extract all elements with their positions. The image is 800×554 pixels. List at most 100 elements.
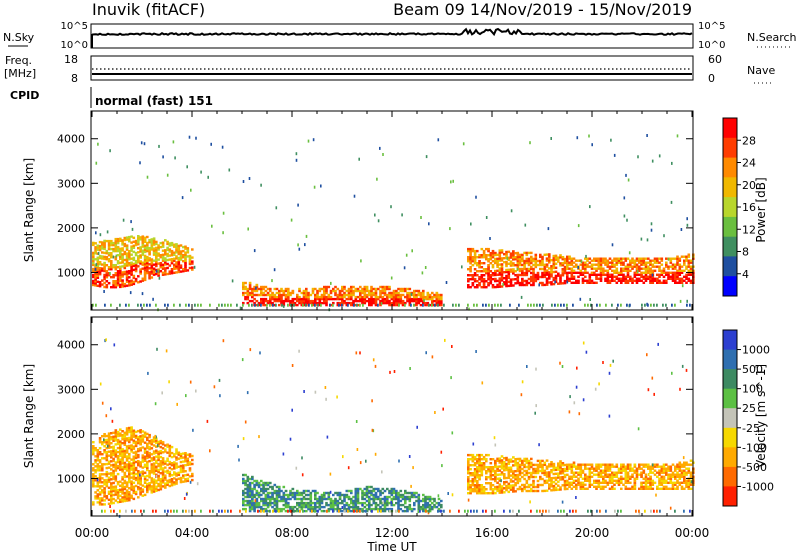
heatmap-cell: [516, 475, 520, 479]
heatmap-cell: [554, 278, 558, 282]
heatmap-cell: [112, 243, 115, 247]
heatmap-cell: [559, 256, 562, 259]
heatmap-cell: [139, 161, 141, 165]
heatmap-cell: [173, 267, 176, 270]
heatmap-cell: [123, 443, 127, 446]
heatmap-cell: [293, 493, 297, 497]
heatmap-cell: [191, 256, 194, 259]
heatmap-cell: [579, 475, 583, 478]
heatmap-cell: [604, 465, 607, 468]
heatmap-cell: [633, 271, 637, 274]
heatmap-cell: [534, 257, 538, 261]
heatmap-cell: [161, 249, 165, 252]
heatmap-cell: [552, 468, 556, 472]
heatmap-cell: [105, 252, 109, 255]
heatmap-cell: [284, 287, 288, 291]
heatmap-cell: [593, 473, 596, 476]
heatmap-cell: [309, 497, 313, 501]
heatmap-cell: [134, 468, 138, 472]
heatmap-cell: [128, 428, 131, 432]
heatmap-cell: [242, 497, 245, 501]
heatmap-cell: [182, 464, 185, 467]
heatmap-cell: [105, 454, 109, 458]
heatmap-cell: [487, 284, 490, 287]
heatmap-cell: [107, 254, 111, 257]
heatmap-cell: [92, 275, 95, 279]
heatmap-cell: [559, 254, 562, 257]
heatmap-cell: [278, 487, 281, 491]
heatmap-cell: [146, 241, 149, 245]
heatmap-cell: [593, 479, 596, 482]
heatmap-cell: [101, 457, 104, 460]
heatmap-cell: [166, 262, 169, 266]
heatmap-cell: [647, 277, 650, 280]
heatmap-cell: [487, 282, 490, 285]
heatmap-cell: [503, 491, 506, 494]
heatmap-cell: [473, 256, 477, 259]
heatmap-cell: [507, 468, 511, 471]
heatmap-cell: [534, 475, 538, 479]
heatmap-cell: [575, 467, 578, 470]
heatmap-cell: [536, 483, 540, 487]
heatmap-cell: [173, 253, 176, 256]
heatmap-cell: [266, 497, 270, 501]
heatmap-cell: [685, 281, 688, 284]
heatmap-cell: [461, 265, 463, 269]
heatmap-cell: [188, 266, 192, 270]
heatmap-cell: [350, 297, 353, 301]
heatmap-cell: [676, 259, 679, 262]
heatmap-cell: [410, 292, 413, 296]
heatmap-cell: [615, 463, 619, 466]
heatmap-cell: [471, 455, 475, 459]
heatmap-cell: [505, 464, 508, 468]
heatmap-cell: [471, 488, 475, 491]
heatmap-cell: [545, 271, 549, 274]
heatmap-cell: [469, 249, 472, 253]
heatmap-cell: [443, 303, 445, 307]
heatmap-cell: [284, 297, 288, 301]
heatmap-cell: [424, 295, 427, 299]
heatmap-cell: [174, 156, 176, 160]
heatmap-cell: [518, 273, 522, 277]
heatmap-cell: [143, 238, 147, 241]
heatmap-cell: [530, 463, 533, 467]
heatmap-cell: [559, 478, 562, 481]
heatmap-cell: [467, 466, 470, 469]
heatmap-cell: [530, 475, 533, 479]
heatmap-cell: [325, 497, 328, 501]
heatmap-cell: [581, 477, 585, 480]
heatmap-cell: [383, 289, 387, 293]
heatmap-cell: [134, 450, 138, 454]
heatmap-cell: [123, 262, 127, 266]
heatmap-cell: [112, 457, 115, 461]
heatmap-cell: [94, 284, 97, 287]
heatmap-cell: [110, 436, 113, 439]
heatmap-cell: [282, 503, 286, 507]
heatmap-cell: [509, 282, 513, 285]
heatmap-cell: [545, 459, 549, 462]
heatmap-cell: [611, 481, 614, 484]
heatmap-cell: [496, 487, 499, 491]
heatmap-cell: [613, 475, 616, 478]
heatmap-cell: [139, 483, 142, 486]
heatmap-cell: [572, 269, 576, 272]
heatmap-cell: [116, 260, 120, 263]
heatmap-cell: [166, 445, 169, 448]
heatmap-cell: [478, 468, 481, 471]
heatmap-cell: [260, 487, 263, 491]
heatmap-cell: [422, 507, 425, 511]
heatmap-cell: [572, 481, 576, 484]
heatmap-cell: [651, 259, 655, 262]
heatmap-cell: [586, 263, 589, 266]
heatmap-cell: [116, 491, 120, 494]
heatmap-cell: [579, 269, 583, 272]
heatmap-cell: [336, 493, 340, 497]
heatmap-cell: [266, 301, 270, 305]
heatmap-cell: [482, 280, 486, 283]
heatmap-cell: [662, 463, 666, 466]
heatmap-cell: [399, 495, 403, 499]
heatmap-cell: [278, 291, 281, 295]
heatmap-cell: [148, 263, 151, 266]
heatmap-cell: [527, 267, 531, 271]
heatmap-cell: [539, 275, 542, 279]
